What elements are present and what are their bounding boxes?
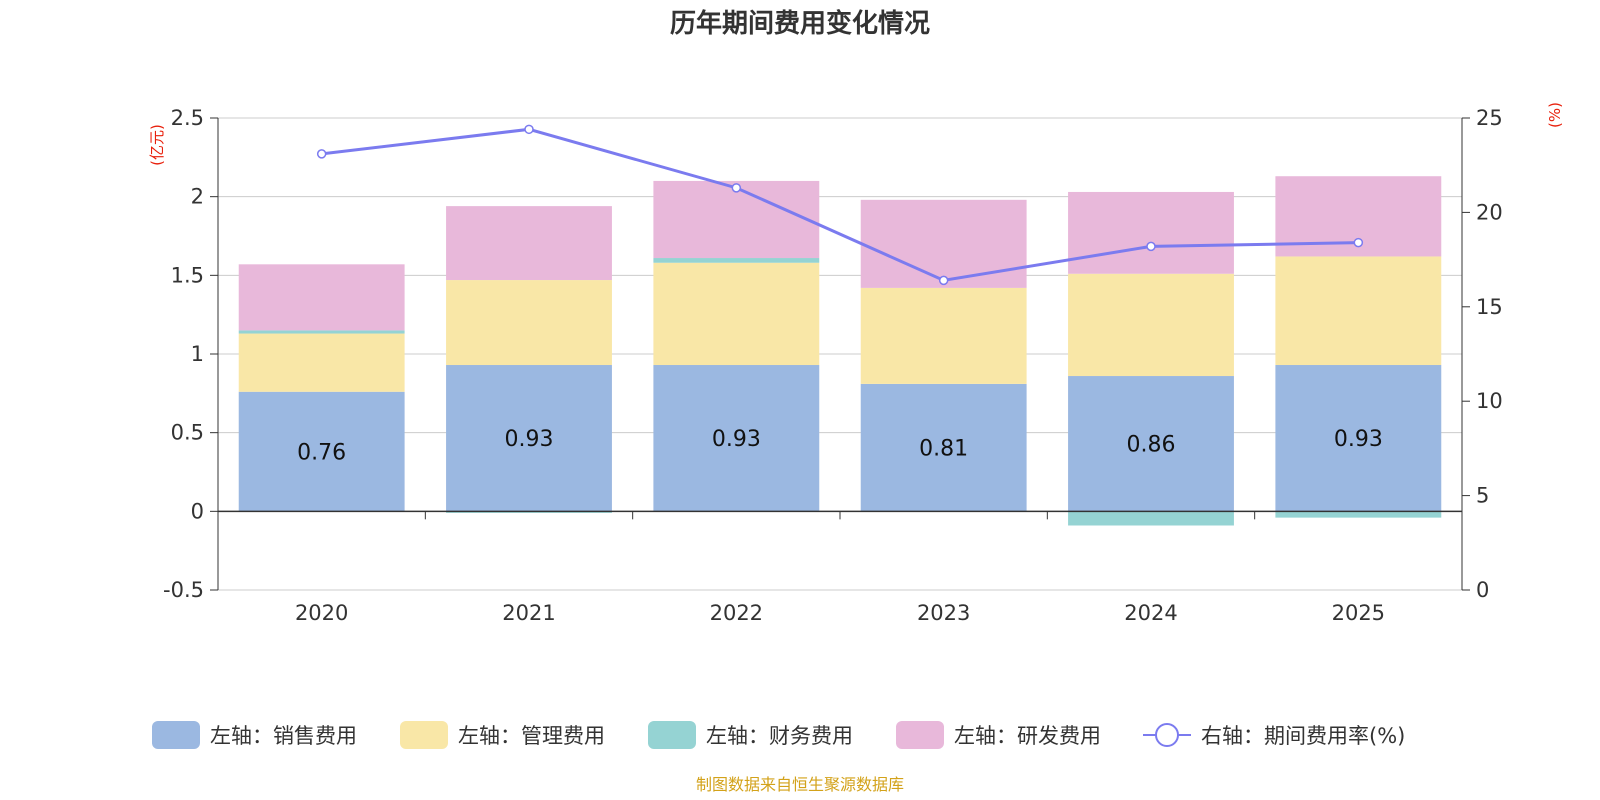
bar-segment: [1275, 511, 1442, 518]
bar-segment: [238, 264, 405, 331]
chart-title: 历年期间费用变化情况: [670, 8, 930, 39]
rate-point: [731, 183, 742, 193]
bar-segment: [446, 365, 612, 512]
x-tick-label: 2020: [295, 601, 348, 625]
right-tick-label: 10: [1476, 389, 1503, 413]
legend-line-marker: [1155, 723, 1179, 747]
left-tick-label: 2.5: [171, 106, 204, 130]
legend-label: 右轴：期间费用率(%): [1201, 724, 1405, 748]
bar-segment: [446, 280, 612, 366]
rate-line-path: [321, 127, 1359, 282]
bar-data-label: 0.76: [297, 441, 346, 466]
legend-swatch: [896, 721, 944, 749]
bar-segment: [1068, 376, 1234, 512]
bar-segment: [653, 180, 820, 259]
legend-label: 左轴：管理费用: [458, 724, 605, 748]
right-tick-label: 20: [1476, 200, 1503, 224]
bar-segment: [1068, 511, 1234, 526]
x-tick-label: 2025: [1332, 601, 1385, 625]
source-note: 制图数据来自恒生聚源数据库: [696, 775, 904, 794]
x-tick-label: 2021: [502, 601, 555, 625]
bar-segment: [238, 333, 405, 392]
x-tick-label: 2022: [710, 601, 763, 625]
legend-label: 左轴：研发费用: [954, 724, 1101, 748]
bar-segment: [446, 511, 612, 513]
bar-segment: [446, 206, 612, 281]
left-tick-label: 2: [191, 185, 204, 209]
left-tick-label: 1: [191, 342, 204, 366]
bar-data-label: 0.93: [505, 427, 554, 452]
rate-point: [938, 275, 949, 286]
rate-line: [316, 124, 1364, 286]
left-tick-label: 0: [191, 499, 204, 523]
bar-data-label: 0.86: [1127, 433, 1176, 458]
right-tick-label: 25: [1476, 106, 1503, 130]
x-tick-label: 2023: [917, 601, 970, 625]
legend-swatch: [648, 721, 696, 749]
bar-segment: [653, 365, 820, 512]
rate-point: [1146, 241, 1156, 252]
legend: 左轴：销售费用 左轴：管理费用 左轴：财务费用 左轴：研发费用 右轴：期间费用率(%): [152, 721, 1405, 749]
bar-data-label: 0.93: [1334, 427, 1383, 452]
left-tick-label: -0.5: [163, 578, 204, 602]
legend-label: 左轴：销售费用: [210, 724, 357, 748]
bar-segment: [238, 330, 405, 334]
bar-segment: [1275, 365, 1442, 512]
bar-segment: [1068, 191, 1234, 274]
right-tick-label: 5: [1476, 484, 1489, 508]
bar-segment: [1068, 273, 1234, 377]
rate-point: [524, 124, 534, 135]
bar-data-label: 0.93: [712, 427, 761, 452]
left-tick-label: 1.5: [171, 263, 204, 287]
data-labels: 0.76 0.93 0.93 0.81 0.86 0.93: [297, 427, 1383, 465]
bars: [238, 176, 1442, 526]
bar-segment: [653, 262, 820, 366]
rate-point: [316, 149, 327, 159]
bar-segment: [860, 287, 1027, 384]
bar-segment: [860, 199, 1027, 288]
right-tick-label: 15: [1476, 295, 1503, 319]
legend-swatch: [152, 721, 200, 749]
rate-point: [1353, 237, 1364, 248]
bar-data-label: 0.81: [919, 437, 968, 462]
right-axis-unit: (%): [1546, 102, 1564, 128]
legend-swatch: [400, 721, 448, 749]
legend-label: 左轴：财务费用: [706, 724, 853, 748]
x-tick-label: 2024: [1124, 601, 1177, 625]
left-tick-label: 0.5: [171, 421, 204, 445]
bar-segment: [653, 258, 820, 263]
left-axis-unit: (亿元): [148, 124, 166, 166]
right-tick-label: 0: [1476, 578, 1489, 602]
bar-segment: [238, 391, 405, 512]
bar-segment: [1275, 256, 1442, 366]
bar-segment: [860, 383, 1027, 512]
